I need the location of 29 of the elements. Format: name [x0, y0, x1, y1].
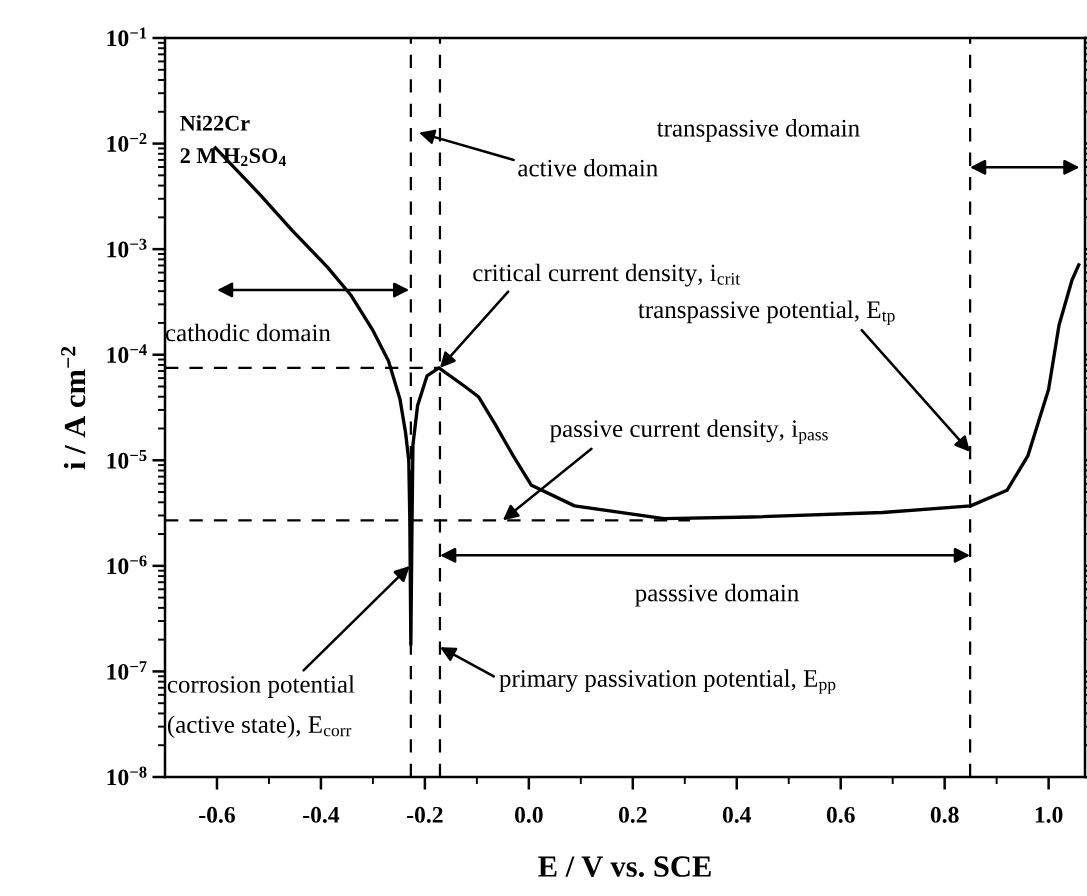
annotation: passive current density, i$_{pass}$ — [549, 419, 828, 445]
annotation: Ni22Cr — [180, 115, 250, 131]
x-tick-label: 0.6 — [826, 806, 855, 823]
y-axis-title: i / A cm$^{−2}$ — [61, 346, 86, 470]
y-tick-label: 10$^{−5}$ — [107, 450, 147, 469]
annotation: passsive domain — [635, 583, 799, 607]
x-tick-label: 0.4 — [722, 806, 752, 823]
y-tick-label: 10$^{−4}$ — [107, 344, 147, 363]
y-tick-label: 10$^{−8}$ — [107, 766, 147, 786]
x-tick-label: -0.4 — [303, 806, 340, 823]
x-tick-label: -0.6 — [199, 806, 235, 823]
y-tick-label: 10$^{−1}$ — [107, 27, 147, 47]
x-tick-label: 0.8 — [930, 806, 959, 823]
annotation: cathodic domain — [165, 323, 331, 342]
annotation: corrosion potential (active state), E$_{corr}$ — [167, 675, 355, 739]
annotation: primary passivation potential, E$_{pp}$ — [499, 669, 836, 694]
annotation: active domain — [518, 158, 658, 177]
x-tick-label: 1.0 — [1035, 806, 1063, 823]
x-tick-label: 0.0 — [514, 806, 543, 823]
y-tick-label: 10$^{−7}$ — [107, 661, 147, 680]
y-tick-label: 10$^{−6}$ — [107, 555, 147, 575]
annotation: transpassive potential, E$_{tp}$ — [638, 300, 895, 326]
x-tick-label: -0.2 — [407, 806, 443, 823]
x-axis-title: E / V vs. SCE — [538, 856, 711, 878]
annotation: transpassive domain — [656, 119, 860, 142]
annotation: critical current density, i$_{crit}$ — [473, 263, 741, 287]
x-tick-label: 0.2 — [618, 806, 647, 823]
y-tick-label: 10$^{−3}$ — [107, 238, 147, 258]
y-tick-label: 10$^{−2}$ — [107, 133, 147, 152]
